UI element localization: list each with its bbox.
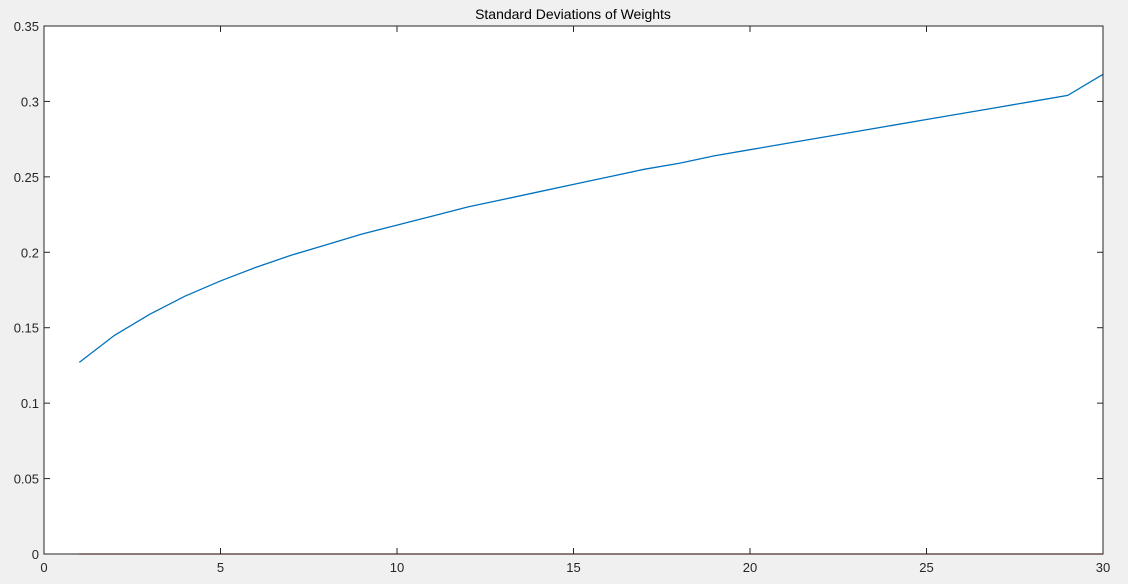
y-tick-label: 0.05: [14, 472, 39, 487]
x-tick-label: 25: [919, 560, 933, 575]
y-tick-label: 0.15: [14, 321, 39, 336]
x-tick-label: 0: [40, 560, 47, 575]
x-tick-label: 5: [217, 560, 224, 575]
x-tick-label: 10: [390, 560, 404, 575]
y-tick-label: 0.1: [21, 396, 39, 411]
chart-title: Standard Deviations of Weights: [475, 6, 671, 22]
plot-frame: [43, 25, 1104, 555]
y-tick-label: 0.25: [14, 170, 39, 185]
y-tick-label: 0.2: [21, 245, 39, 260]
y-tick-label: 0.35: [14, 19, 39, 34]
y-tick-label: 0.3: [21, 94, 39, 109]
y-tick-label: 0: [32, 547, 39, 562]
x-tick-label: 20: [743, 560, 757, 575]
series-line-1: [78, 73, 1104, 363]
plot-area: [44, 26, 1103, 554]
x-tick-label: 15: [566, 560, 580, 575]
x-tick-label: 30: [1096, 560, 1110, 575]
